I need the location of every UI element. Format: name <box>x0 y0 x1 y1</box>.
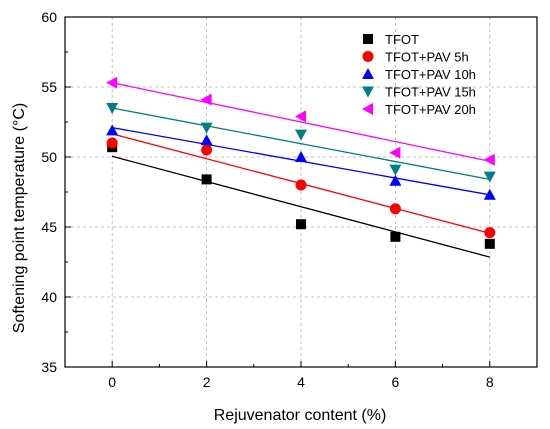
fit-line-series-0 <box>112 155 490 258</box>
data-point-series-3 <box>389 164 402 176</box>
data-point-series-3 <box>295 129 307 141</box>
x-tick-label: 8 <box>486 374 494 390</box>
x-tick-label: 6 <box>392 374 400 390</box>
data-point-series-4 <box>106 76 118 89</box>
y-axis-title: Softening point temperature (°C) <box>11 103 28 334</box>
x-tick-label: 4 <box>297 374 305 390</box>
fit-line-series-4 <box>112 82 490 162</box>
grid-layer <box>65 17 537 367</box>
data-point-series-2 <box>483 188 496 200</box>
data-point-series-0 <box>201 174 212 185</box>
fit-line-series-3 <box>112 107 490 181</box>
legend-marker-series-1 <box>362 51 374 62</box>
data-point-series-3 <box>483 171 496 183</box>
data-point-series-0 <box>296 219 306 230</box>
y-tick-label: 40 <box>41 289 57 305</box>
data-point-series-3 <box>106 103 119 114</box>
y-tick-label: 50 <box>41 149 57 165</box>
data-point-series-2 <box>295 151 307 162</box>
data-point-series-2 <box>106 124 119 136</box>
x-axis-title: Rejuvenator content (%) <box>214 407 387 424</box>
data-point-series-1 <box>389 203 401 215</box>
legend: TFOT TFOT+PAV 5h TFOT+PAV 10h TFOT+PAV 15h T… <box>362 32 476 117</box>
data-point-series-4 <box>295 110 306 123</box>
y-axis-title-main: Softening point temperature ( <box>11 125 28 333</box>
y-tick-label: 45 <box>41 219 57 235</box>
data-point-series-4 <box>200 93 212 106</box>
data-points <box>106 76 496 249</box>
legend-marker-series-0 <box>363 34 373 44</box>
y-tick-label: 35 <box>41 359 57 375</box>
data-point-series-1 <box>106 137 118 149</box>
legend-marker-series-3 <box>362 86 374 98</box>
legend-label-series-2: TFOT+PAV 10h <box>385 67 476 82</box>
data-point-series-1 <box>201 144 213 156</box>
data-point-series-1 <box>484 227 496 239</box>
axis-ticks: 0 2 4 6 8 35 40 45 50 55 60 <box>41 9 493 390</box>
y-tick-label: 55 <box>41 79 57 95</box>
legend-label-series-3: TFOT+PAV 15h <box>385 85 476 100</box>
y-tick-label: 60 <box>41 9 57 25</box>
legend-marker-series-2 <box>362 68 374 79</box>
x-tick-label: 0 <box>108 374 116 390</box>
data-point-series-2 <box>200 134 213 146</box>
legend-marker-series-4 <box>362 103 373 115</box>
data-point-series-0 <box>484 238 495 249</box>
data-point-series-0 <box>390 231 401 242</box>
data-point-series-1 <box>295 179 307 191</box>
data-point-series-4 <box>483 153 495 166</box>
legend-label-series-1: TFOT+PAV 5h <box>385 50 469 65</box>
y-axis-title-unit: °C <box>11 108 28 126</box>
data-point-series-2 <box>389 174 402 186</box>
y-axis-title-close: ) <box>11 103 28 108</box>
legend-label-series-4: TFOT+PAV 20h <box>385 102 476 117</box>
legend-label-series-0: TFOT <box>385 32 419 47</box>
data-point-series-3 <box>200 122 213 134</box>
data-point-series-4 <box>389 146 401 159</box>
x-tick-label: 2 <box>203 374 211 390</box>
